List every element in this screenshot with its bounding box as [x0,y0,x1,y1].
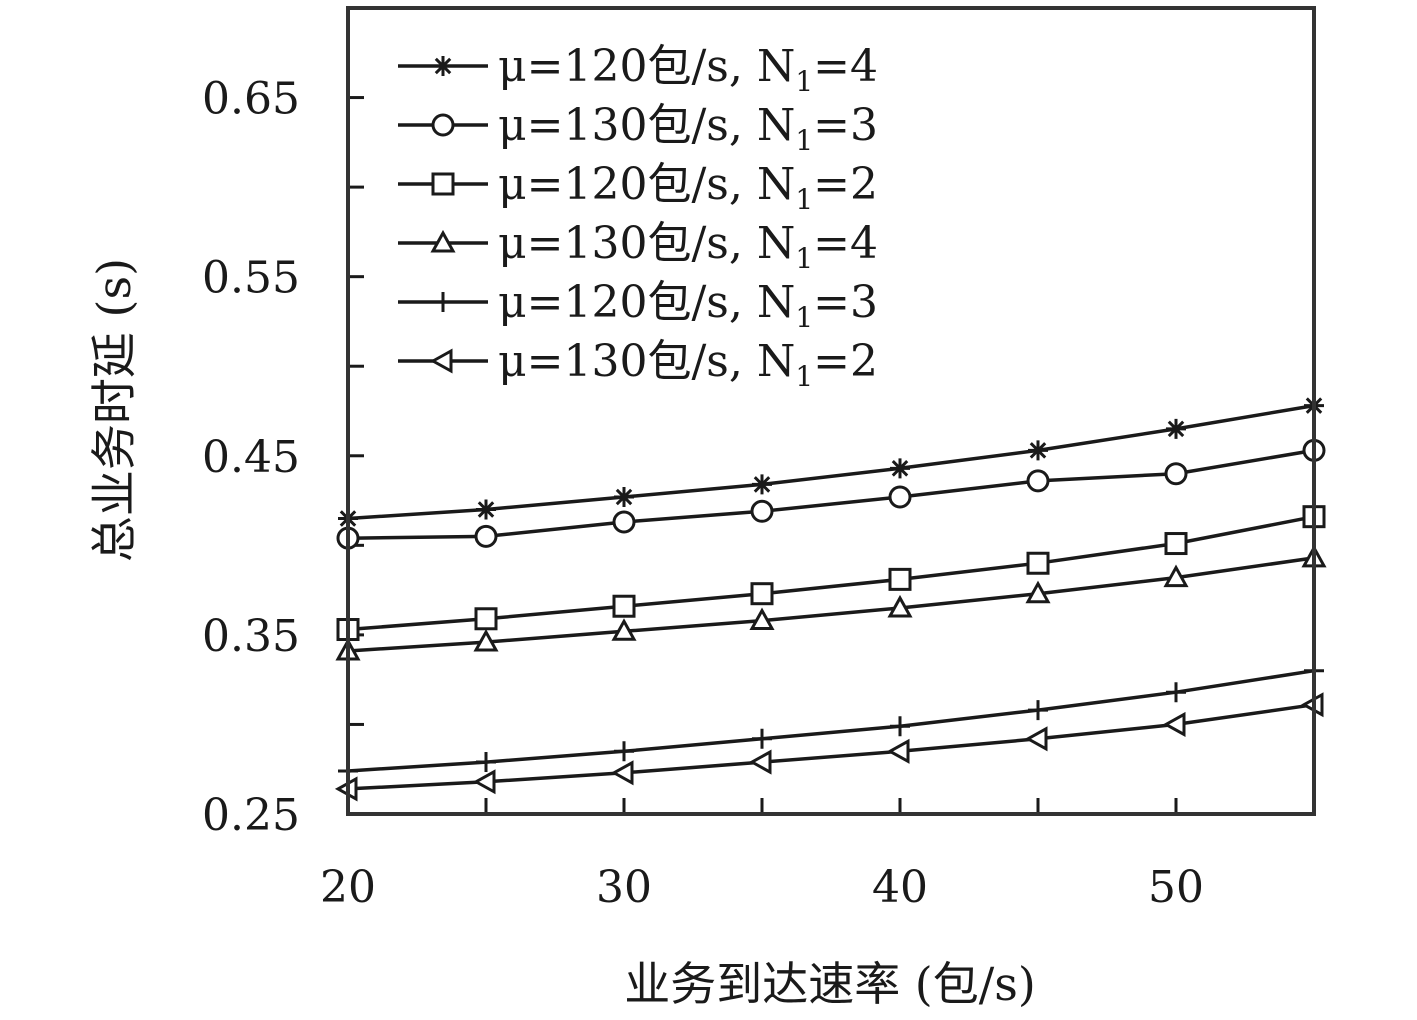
data-point-marker [1166,682,1186,703]
legend-label: μ=130包/s, N1=2 [498,336,878,393]
legend-item-5: μ=120包/s, N1=3 [398,277,878,334]
legend-label: μ=120包/s, N1=2 [498,159,878,216]
series-line [347,702,1315,791]
legend: μ=120包/s, N1=4μ=130包/s, N1=3μ=120包/s, N1… [398,41,878,393]
legend-label: μ=130包/s, N1=4 [498,218,878,275]
x-tick-label: 20 [320,862,376,913]
data-point-marker [1164,532,1188,556]
data-point-marker [430,229,456,253]
data-point-marker [474,607,498,631]
data-point-marker [749,607,775,631]
y-tick-label: 0.45 [202,432,300,483]
legend-label: μ=120包/s, N1=3 [498,277,878,334]
data-point-marker [890,716,910,737]
data-point-marker [887,594,913,618]
series-2 [336,438,1326,550]
legend-label: μ=130包/s, N1=3 [498,100,878,157]
data-point-marker [1162,711,1186,737]
y-tick-label: 0.55 [202,253,300,304]
legend-item-1: μ=120包/s, N1=4 [398,41,878,98]
plot-area-frame [346,6,1316,816]
series-6 [334,692,1324,802]
data-point-marker [888,567,912,591]
data-point-marker [433,292,453,312]
y-tick-label: 0.35 [202,611,300,662]
legend-item-4: μ=130包/s, N1=4 [398,218,878,275]
data-point-marker [750,582,774,606]
data-point-marker [433,56,453,76]
data-point-marker [1028,700,1048,721]
data-point-marker [614,741,634,762]
data-point-marker [476,752,496,773]
series-line [347,514,1315,632]
data-point-marker [752,474,772,495]
data-point-marker [1028,440,1048,461]
x-axis-title: 业务到达速率 (包/s) [624,957,1036,1011]
series-1 [338,395,1324,529]
data-point-marker [610,760,634,786]
series-line [347,668,1315,773]
data-point-marker [750,499,774,523]
series-3 [336,505,1326,642]
data-point-marker [431,172,455,196]
data-point-marker [1026,551,1050,575]
data-point-marker [474,524,498,548]
legend-label: μ=120包/s, N1=4 [498,41,878,98]
data-point-marker [888,485,912,509]
series-line [347,448,1315,540]
x-tick-label: 30 [596,862,652,913]
data-point-marker [1163,564,1189,588]
data-point-marker [1164,462,1188,486]
series-line [347,403,1315,521]
data-point-marker [472,769,496,795]
data-point-marker [476,499,496,520]
data-point-marker [1025,580,1051,604]
data-point-marker [431,113,455,137]
y-tick-label: 0.25 [202,790,300,841]
series-4 [335,544,1327,661]
data-point-marker [473,628,499,652]
data-point-marker [748,749,772,775]
data-point-marker [614,486,634,507]
y-axis-title: 总业务时延 (s) [87,258,141,562]
legend-item-2: μ=130包/s, N1=3 [398,100,878,157]
data-point-marker [1026,469,1050,493]
data-point-marker [612,594,636,618]
data-point-marker [611,618,637,641]
data-point-marker [752,728,772,749]
data-point-marker [1166,418,1186,439]
legend-item-3: μ=120包/s, N1=2 [398,159,878,216]
series-line [347,556,1315,653]
data-point-marker [429,348,453,374]
data-point-marker [1024,726,1048,752]
data-point-marker [890,458,910,479]
data-point-marker [612,510,636,534]
y-tick-label: 0.65 [202,74,300,125]
x-tick-label: 40 [872,862,928,913]
data-point-marker [886,738,910,764]
legend-item-6: μ=130包/s, N1=2 [398,336,878,393]
x-tick-label: 50 [1148,862,1204,913]
